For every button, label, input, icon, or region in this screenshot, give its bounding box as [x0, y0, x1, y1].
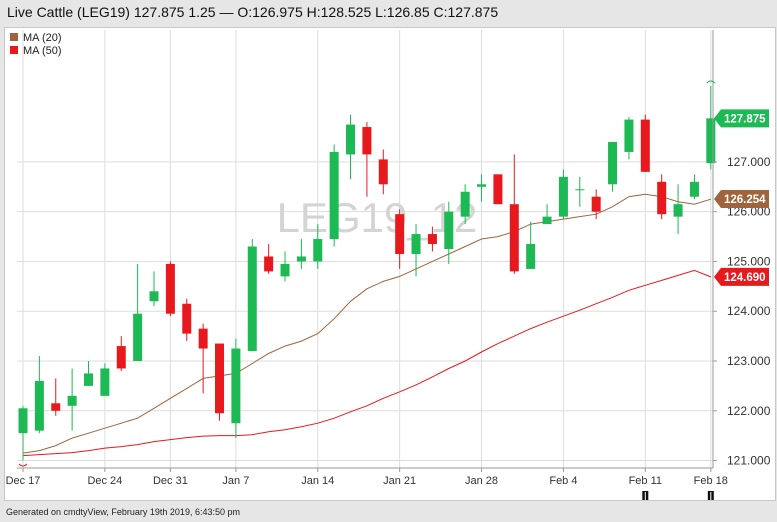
candle-body-up	[296, 256, 306, 262]
marker-layer	[18, 80, 716, 502]
candle-body-up	[477, 184, 487, 187]
contract-marker-icon	[642, 491, 649, 502]
candle-body-up	[133, 313, 143, 361]
x-tick-label: Dec 17	[6, 475, 41, 487]
legend-swatch	[10, 33, 18, 41]
price-label-last: 127.875	[724, 113, 766, 125]
candle-body-down	[657, 181, 667, 215]
candle-body-down	[427, 234, 437, 245]
legend-swatch	[10, 46, 18, 54]
x-tick-label: Jan 28	[465, 475, 498, 487]
price-label-last-tag	[714, 109, 769, 128]
axis-layer: 121.000 122.000 123.000 124.000 125.000 126.0…	[6, 30, 771, 487]
x-tick-label: Feb 4	[549, 475, 577, 487]
high-marker-icon	[706, 80, 716, 84]
x-tick-label: Jan 7	[222, 475, 249, 487]
candle-body-down	[198, 328, 208, 349]
candle-body-down	[640, 119, 650, 172]
candle-body-up	[346, 124, 356, 155]
x-tick-label: Jan 14	[301, 475, 334, 487]
candle-body-up	[100, 368, 110, 396]
candle-body-up	[149, 291, 159, 302]
footer-text: Generated on cmdtyView, February 19th 20…	[6, 507, 240, 517]
quote-header: Live Cattle (LEG19) 127.875 1.25 — O:126…	[7, 4, 499, 20]
candle-body-down	[591, 196, 601, 212]
candle-body-down	[264, 256, 274, 272]
candle-body-down	[116, 346, 126, 369]
candlestick-layer	[18, 85, 716, 461]
candle-body-down	[362, 127, 372, 155]
candle-body-up	[689, 181, 699, 197]
contract-marker-icon	[707, 491, 714, 502]
candle-body-down	[51, 403, 61, 411]
candle-body-up	[460, 191, 470, 217]
price-chart[interactable]: LEG19_12 121.000 122.000 123.000 124.000 125…	[5, 28, 775, 502]
candle-body-up	[247, 246, 257, 352]
candle-body-up	[558, 176, 568, 217]
ma50-line	[22, 269, 711, 457]
legend: MA (20)MA (50)	[10, 32, 62, 57]
y-tick-label: 125.000	[727, 254, 771, 268]
y-tick-label: 127.000	[727, 155, 771, 169]
candle-body-up	[444, 211, 454, 249]
candle-body-up	[313, 239, 323, 262]
price-label-ma50: 124.690	[724, 272, 766, 284]
candle-body-up	[624, 119, 634, 152]
y-tick-label: 123.000	[727, 354, 771, 368]
price-label-layer: 127.875 126.254 124.690	[714, 109, 769, 286]
candle-body-up	[411, 234, 421, 254]
candle-body-down	[182, 303, 192, 334]
candle-body-up	[673, 204, 683, 217]
candle-body-up	[542, 216, 552, 225]
candle-body-down	[215, 343, 225, 414]
x-tick-label: Dec 24	[87, 475, 122, 487]
y-tick-label: 124.000	[727, 304, 771, 318]
x-tick-label: Dec 31	[153, 475, 188, 487]
plot-panel: LEG19_12 121.000 122.000 123.000 124.000 125…	[4, 27, 776, 502]
low-marker-icon	[18, 463, 28, 467]
x-tick-label: Feb 11	[629, 475, 662, 487]
candle-body-down	[165, 263, 175, 314]
candle-body-down	[493, 174, 503, 205]
candle-body-up	[706, 118, 716, 164]
candle-body-up	[280, 263, 290, 277]
y-tick-label: 126.000	[727, 205, 771, 219]
y-tick-label: 122.000	[727, 404, 771, 418]
candle-body-up	[67, 395, 77, 406]
price-label-ma20-tag	[714, 190, 769, 209]
candle-body-up	[34, 380, 44, 431]
price-label-ma20: 126.254	[724, 194, 766, 206]
x-tick-label: Feb 18	[694, 475, 728, 487]
x-tick-label: Jan 21	[383, 475, 416, 487]
candle-body-up	[526, 244, 536, 269]
candle-body-up	[84, 373, 94, 386]
candle-body-up	[329, 151, 339, 240]
candle-body-down	[395, 214, 405, 254]
candle-body-down	[378, 159, 388, 185]
grid-layer	[17, 30, 713, 468]
legend-label: MA (20)	[23, 32, 62, 44]
candle-body-down	[509, 204, 519, 272]
candle-body-up	[608, 141, 618, 185]
symbol-watermark: LEG19_12	[277, 194, 478, 241]
candle-body-up	[575, 189, 585, 191]
legend-label: MA (50)	[23, 45, 62, 57]
candle-body-up	[231, 348, 241, 424]
candle-body-up	[18, 408, 28, 434]
y-tick-label: 121.000	[727, 454, 771, 468]
price-label-ma50-tag	[714, 267, 769, 286]
